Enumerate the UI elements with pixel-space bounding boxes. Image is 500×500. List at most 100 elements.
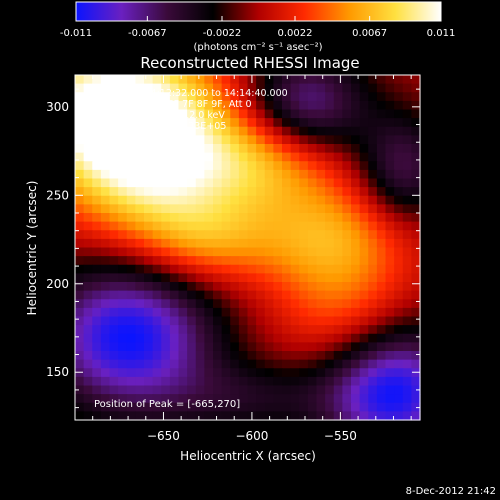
heatmap-cell — [394, 92, 404, 102]
heatmap-cell — [100, 325, 111, 335]
heatmap-cell — [161, 368, 171, 378]
heatmap-cell — [187, 100, 197, 111]
heatmap-cell — [195, 230, 205, 240]
heatmap-cell — [83, 282, 93, 292]
heatmap-cell — [411, 204, 421, 214]
heatmap-cell — [178, 247, 188, 257]
heatmap-cell — [359, 92, 369, 102]
heatmap-cell — [75, 247, 85, 257]
heatmap-cell — [316, 109, 326, 119]
heatmap-cell — [178, 402, 188, 412]
heatmap-cell — [135, 152, 145, 162]
heatmap-cell — [135, 230, 145, 240]
heatmap-cell — [333, 118, 343, 128]
heatmap-cell — [83, 230, 93, 240]
heatmap-cell — [109, 256, 119, 266]
heatmap-cell — [100, 290, 111, 300]
heatmap-cell — [204, 83, 214, 93]
heatmap-cell — [178, 411, 188, 421]
heatmap-cell — [83, 144, 93, 154]
heatmap-cell — [299, 92, 309, 102]
heatmap-cell — [247, 376, 257, 387]
heatmap-cell — [161, 118, 171, 128]
heatmap-cell — [333, 238, 343, 249]
colorbar-units-label: (photons cm⁻² s⁻¹ asec⁻²) — [193, 42, 322, 53]
colorbar-gradient — [75, 1, 442, 22]
heatmap-cell — [213, 359, 223, 369]
heatmap-cell — [368, 100, 378, 111]
heatmap-cell — [83, 290, 93, 300]
y-tick-label: 250 — [46, 188, 69, 202]
heatmap-cell — [230, 264, 240, 274]
heatmap-cell — [299, 169, 309, 180]
heatmap-cell — [351, 135, 361, 145]
heatmap-cell — [376, 187, 387, 197]
heatmap-cell — [152, 359, 162, 369]
heatmap-cell — [109, 187, 119, 197]
heatmap-cell — [333, 92, 343, 102]
heatmap-cell — [316, 135, 326, 145]
heatmap-cell — [351, 161, 361, 171]
heatmap-cell — [187, 307, 197, 318]
heatmap-cell — [307, 221, 318, 231]
heatmap-cell — [178, 282, 188, 292]
heatmap-cell — [256, 100, 266, 111]
heatmap-cell — [83, 376, 93, 387]
heatmap-cell — [152, 161, 162, 171]
heatmap-cell — [282, 351, 292, 361]
heatmap-cell — [342, 213, 352, 223]
heatmap-cell — [135, 368, 145, 378]
heatmap-cell — [402, 118, 412, 128]
heatmap-cell — [195, 109, 205, 119]
heatmap-cell — [290, 161, 300, 171]
heatmap-cell — [342, 178, 352, 188]
heatmap-cell — [169, 307, 180, 318]
heatmap-cell — [161, 273, 171, 283]
heatmap-cell — [325, 333, 335, 343]
heatmap-cell — [118, 368, 128, 378]
heatmap-cell — [299, 152, 309, 162]
heatmap-cell — [75, 385, 85, 395]
heatmap-cell — [135, 325, 145, 335]
heatmap-cell — [282, 238, 292, 249]
heatmap-cell — [394, 100, 404, 111]
heatmap-cell — [109, 385, 119, 395]
x-tick-label: −600 — [235, 429, 268, 443]
heatmap-cell — [299, 368, 309, 378]
heatmap-cell — [161, 100, 171, 111]
heatmap-cell — [411, 195, 421, 205]
heatmap-cell — [221, 307, 231, 318]
heatmap-cell — [256, 126, 266, 136]
heatmap-cell — [411, 221, 421, 231]
heatmap-cell — [247, 307, 257, 318]
heatmap-cell — [411, 118, 421, 128]
heatmap-cell — [307, 213, 318, 223]
heatmap-cell — [144, 83, 154, 93]
heatmap-cell — [118, 264, 128, 274]
heatmap-cell — [161, 307, 171, 318]
heatmap-cell — [126, 109, 136, 119]
heatmap-cell — [109, 152, 119, 162]
heatmap-cell — [333, 376, 343, 387]
heatmap-cell — [351, 264, 361, 274]
heatmap-cell — [109, 394, 119, 404]
heatmap-cell — [126, 118, 136, 128]
heatmap-cell — [187, 75, 197, 85]
heatmap-cell — [178, 359, 188, 369]
heatmap-cell — [368, 135, 378, 145]
heatmap-cell — [351, 385, 361, 395]
heatmap-cell — [100, 402, 111, 412]
heatmap-cell — [144, 342, 154, 352]
heatmap-cell — [118, 359, 128, 369]
heatmap-cell — [342, 230, 352, 240]
heatmap-cell — [273, 178, 283, 188]
heatmap-cell — [351, 394, 361, 404]
heatmap-cell — [83, 247, 93, 257]
heatmap-cell — [411, 247, 421, 257]
heatmap-cell — [230, 316, 240, 326]
heatmap-cell — [221, 402, 231, 412]
heatmap-cell — [368, 230, 378, 240]
annotation-line: Detectors: 3F 5F 6F 7F 8F 9F, Att 0 — [86, 99, 252, 110]
heatmap-cell — [213, 385, 223, 395]
heatmap-cell — [195, 316, 205, 326]
